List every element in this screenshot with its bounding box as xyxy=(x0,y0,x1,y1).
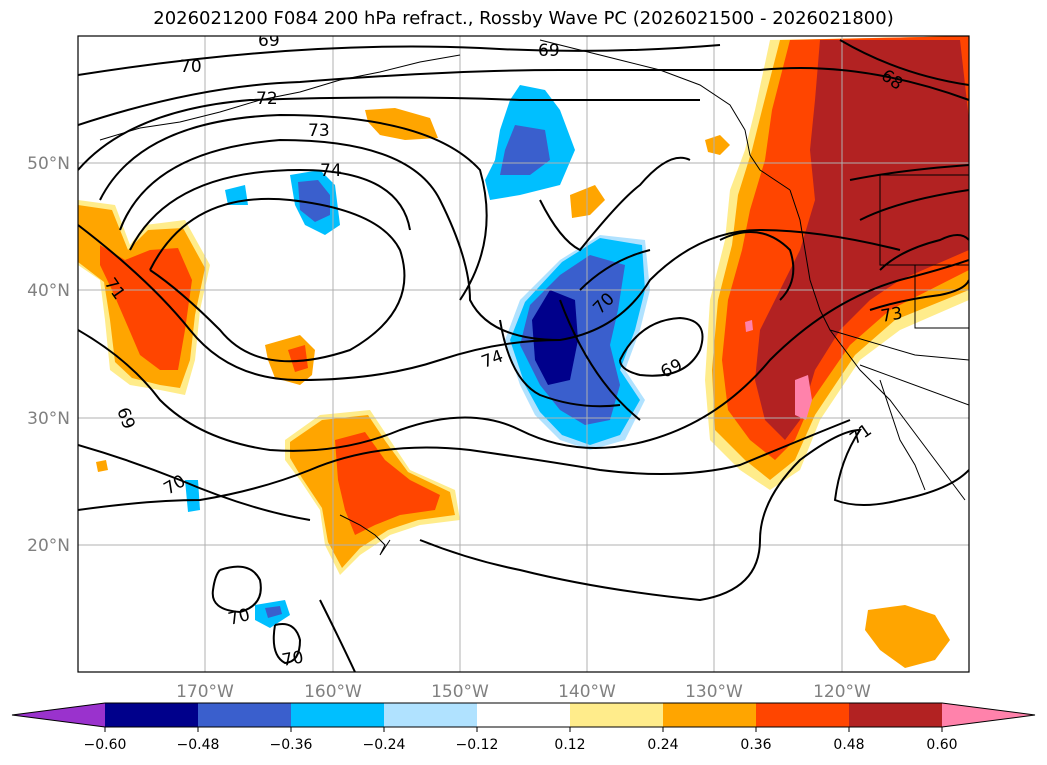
colorbar-swatch xyxy=(849,703,943,727)
colorbar-swatch xyxy=(477,703,571,727)
colorbar-tick-label: −0.48 xyxy=(177,737,220,753)
colorbar-swatch xyxy=(384,703,478,727)
lon-tick-label: 130°W xyxy=(685,682,743,702)
colorbar-tick-label: −0.12 xyxy=(456,737,499,753)
colorbar: −0.60 −0.48 −0.36 −0.24 −0.12 0.12 0.24 0.36 0.4… xyxy=(11,702,1036,753)
colorbar-tick-label: −0.60 xyxy=(84,737,127,753)
colorbar-tick-label: 0.12 xyxy=(554,737,585,753)
shade-west-coast-darkred xyxy=(755,40,969,440)
colorbar-swatch xyxy=(12,703,105,727)
colorbar-tick-label: 0.24 xyxy=(647,737,678,753)
colorbar-swatch xyxy=(663,703,757,727)
map-title: 2026021200 F084 200 hPa refract., Rossby… xyxy=(153,8,894,29)
colorbar-swatch xyxy=(105,703,199,727)
contours xyxy=(78,39,969,672)
lon-tick-label: 120°W xyxy=(813,682,871,702)
graticule xyxy=(78,36,969,672)
contour-label: 70 xyxy=(280,647,305,670)
colorbar-swatch xyxy=(198,703,292,727)
lat-tick-label: 20°N xyxy=(27,536,70,556)
lon-tick-label: 140°W xyxy=(558,682,616,702)
contour-label: 69 xyxy=(258,31,280,51)
colorbar-tick-label: 0.48 xyxy=(833,737,864,753)
colorbar-swatch xyxy=(291,703,385,727)
colorbar-swatch xyxy=(570,703,664,727)
lon-tick-label: 170°W xyxy=(176,682,234,702)
lat-tick-labels: 50°N 40°N 30°N 20°N xyxy=(27,154,70,556)
contour-label: 69 xyxy=(538,41,560,61)
contour-label: 73 xyxy=(308,121,330,141)
coastlines xyxy=(99,39,969,556)
lon-tick-labels: 170°W 160°W 150°W 140°W 130°W 120°W xyxy=(176,682,871,702)
lat-tick-label: 30°N xyxy=(27,409,70,429)
contour-label: 70 xyxy=(180,57,202,77)
colorbar-swatch xyxy=(942,703,1035,727)
contour-label: 74 xyxy=(320,161,342,181)
colorbar-swatch xyxy=(756,703,850,727)
shade-west-coast-pink xyxy=(795,375,812,420)
colorbar-tick-label: −0.36 xyxy=(270,737,313,753)
lon-tick-label: 150°W xyxy=(431,682,489,702)
lat-tick-label: 40°N xyxy=(27,281,70,301)
contour-label: 72 xyxy=(256,89,278,109)
plot-frame xyxy=(77,35,970,673)
lat-tick-label: 50°N xyxy=(27,154,70,174)
colorbar-tick-label: −0.24 xyxy=(363,737,406,753)
contour-label: 73 xyxy=(879,303,904,326)
colorbar-tick-label: 0.60 xyxy=(926,737,957,753)
lon-tick-label: 160°W xyxy=(304,682,362,702)
colorbar-tick-label: 0.36 xyxy=(740,737,771,753)
